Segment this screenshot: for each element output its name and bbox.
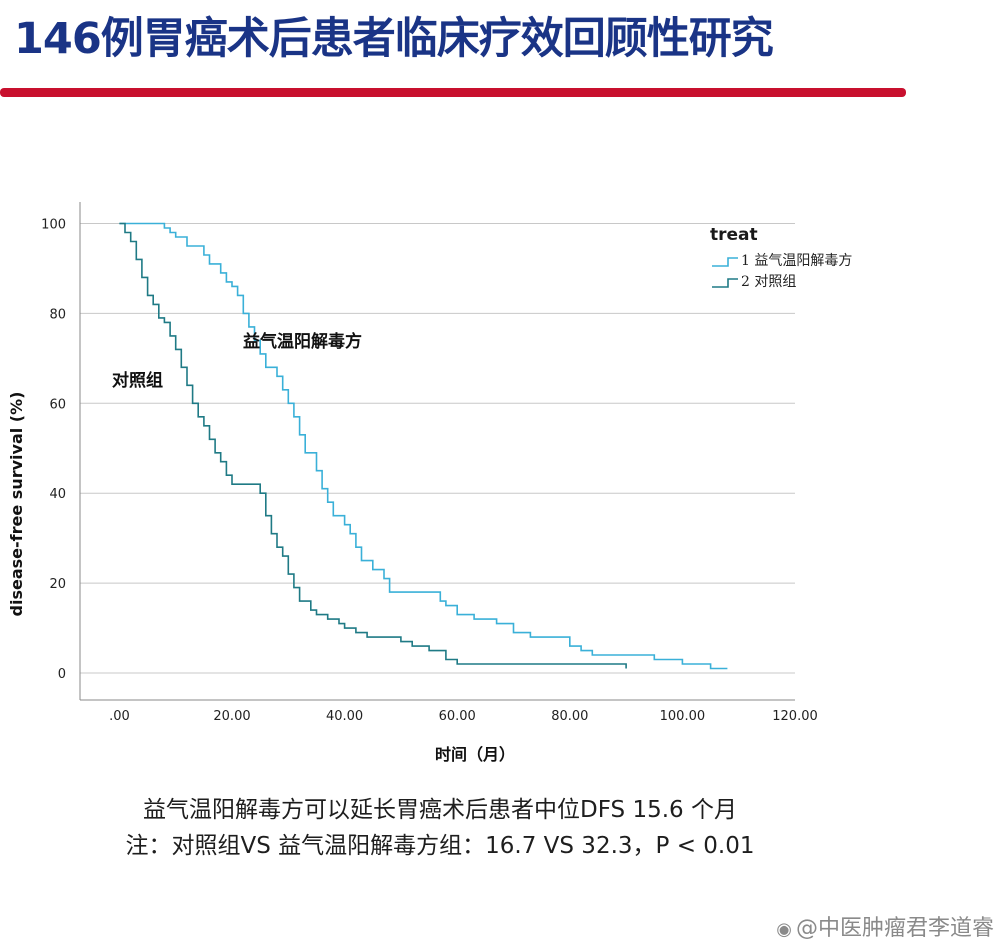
annotation-treatment: 益气温阳解毒方 (243, 331, 362, 352)
caption-conclusion: 益气温阳解毒方可以延长胃癌术后患者中位DFS 15.6 个月 (143, 797, 737, 823)
caption-note: 注：对照组VS 益气温阳解毒方组：16.7 VS 32.3，P < 0.01 (125, 833, 755, 859)
legend: treat 1 益气温阳解毒方 2 对照组 (710, 225, 852, 290)
y-tick-label: 60 (49, 397, 66, 412)
y-tick-label: 80 (49, 307, 66, 322)
y-tick-label: 40 (49, 487, 66, 502)
series-lines (119, 222, 728, 670)
y-tick-label: 20 (49, 577, 66, 592)
watermark: ◉ @中医肿瘤君李道睿 (776, 910, 994, 942)
gridlines (80, 222, 795, 674)
annotation-control: 对照组 (112, 370, 163, 391)
title-underline (0, 88, 906, 97)
x-tick-label: .00 (109, 709, 130, 724)
legend-symbol-control (712, 278, 738, 288)
legend-label-treatment: 1 益气温阳解毒方 (741, 253, 852, 269)
x-axis-label: 时间（月） (435, 745, 515, 764)
axes (79, 202, 795, 701)
x-tick-label: 20.00 (213, 709, 250, 724)
x-tick-label: 100.00 (660, 709, 706, 724)
slide-title: 146例胃癌术后患者临床疗效回顾性研究 (14, 14, 774, 64)
series-line-control (119, 222, 627, 669)
series-line-treatment (119, 222, 728, 670)
watermark-text: @中医肿瘤君李道睿 (795, 916, 994, 941)
x-tick-label: 80.00 (551, 709, 588, 724)
y-tick-label: 0 (58, 667, 66, 682)
legend-label-control: 2 对照组 (741, 274, 796, 290)
y-axis-label: disease-free survival (%) (7, 392, 26, 617)
y-tick-label: 100 (41, 217, 66, 232)
x-tick-label: 60.00 (439, 709, 476, 724)
km-chart: 0 20 40 60 80 100.00 20.00 40.00 60.00 80.00 100.0… (0, 186, 885, 780)
x-tick-label: 40.00 (326, 709, 363, 724)
legend-symbol-treatment (712, 257, 738, 267)
legend-title: treat (710, 225, 758, 245)
weibo-icon: ◉ (776, 919, 792, 940)
x-tick-label: 120.00 (772, 709, 818, 724)
